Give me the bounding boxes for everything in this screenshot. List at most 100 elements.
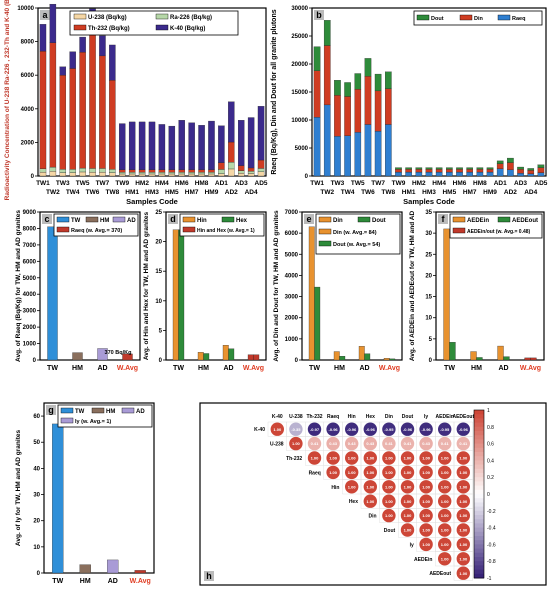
- panel-c-xtick: TW: [47, 365, 58, 372]
- panel-c-bar: [97, 348, 108, 361]
- panel-h-value: 1.00: [459, 513, 468, 518]
- panel-h-dot: [400, 523, 415, 537]
- panel-h-dot: [419, 480, 433, 494]
- panel-a-bar-th232: [69, 68, 76, 170]
- panel-h-dot: [326, 422, 340, 436]
- panel-g-yaxis-tick-label: 60: [33, 414, 40, 420]
- panel-h-value: 0.41: [441, 441, 450, 446]
- panel-b-bar-raeq: [374, 131, 382, 177]
- panel-h-dot: [438, 451, 452, 465]
- panel-b-bar-raeq: [466, 171, 473, 177]
- panel-c-legend-swatch: [56, 216, 70, 223]
- panel-b-bar-dout: [466, 167, 473, 170]
- panel-a-bar-th232: [49, 42, 57, 168]
- panel-h-dot: [419, 422, 433, 436]
- panel-a-xtick: TW7: [96, 180, 110, 187]
- panel-h-colorbar-step: [474, 506, 484, 512]
- panel-h-col-label: Raeq: [327, 414, 339, 420]
- panel-h-row-label: Din: [369, 514, 377, 520]
- panel-h-dot: [419, 494, 433, 508]
- panel-a-bar-k40: [218, 125, 225, 163]
- panel-h-value: 1.00: [441, 556, 450, 561]
- panel-e-yaxis-tick-label: 3000: [285, 295, 299, 301]
- panel-b-bar-raeq: [385, 124, 392, 177]
- panel-h-value: 1.00: [441, 513, 450, 518]
- panel-b-bar-din: [517, 169, 524, 174]
- panel-h-value: 1.00: [385, 484, 394, 489]
- panel-a-bar-k40: [148, 121, 156, 170]
- panel-g-xtick: HM: [80, 578, 91, 585]
- panel-a-bar-th232: [89, 33, 96, 169]
- panel-a-bar-th232: [208, 169, 215, 173]
- panel-d-yaxis-tick-label: 5: [159, 328, 163, 334]
- panel-f-legend-swatch: [452, 216, 466, 223]
- panel-f-yaxis-tick-label: 5: [429, 337, 433, 343]
- panel-a-bar-th232: [109, 80, 116, 170]
- panel-h-value: -0.95: [384, 427, 394, 432]
- panel-h-colorbar-step: [474, 460, 484, 466]
- panel-e-bar: [383, 358, 390, 361]
- panel-a-bar-k40: [138, 121, 146, 170]
- panel-h-dot: [456, 494, 470, 508]
- panel-h-dot: [438, 465, 452, 480]
- panel-h-dot: [400, 508, 415, 523]
- panel-h-dot: [438, 508, 452, 523]
- panel-a-xtick: HM5: [165, 189, 179, 196]
- panel-b-xtick: AD1: [494, 180, 507, 187]
- panel-b-bar-din: [334, 95, 341, 137]
- panel-h-colorbar-step: [474, 557, 484, 562]
- panel-a-xtick: AD3: [235, 180, 248, 187]
- panel-b-xtick: AD3: [514, 180, 527, 187]
- panel-h-value: 1.00: [422, 456, 431, 461]
- panel-a-bar-ra226: [257, 168, 265, 172]
- panel-b-bar-din: [415, 169, 423, 173]
- panel-b-bar-din: [344, 96, 351, 136]
- panel-e-xtick: HM: [334, 365, 345, 372]
- panel-h-value: 1.00: [459, 556, 468, 561]
- panel-h-colorbar-step: [474, 498, 484, 503]
- panel-h-value: 1.00: [404, 528, 413, 533]
- panel-g-yaxis-tick-label: 0: [37, 571, 41, 577]
- panel-a-bar-th232: [218, 162, 225, 170]
- panel-a-bar-k40: [178, 120, 185, 170]
- panel-h-colorbar-step: [474, 489, 484, 495]
- panel-g-yaxis-tick-label: 40: [33, 466, 40, 472]
- panel-g-legend-label: HM: [106, 409, 115, 415]
- panel-h-value: 1.00: [422, 470, 431, 475]
- panel-c-legend-swatch: [56, 226, 70, 233]
- panel-h-dot: [382, 494, 396, 508]
- panel-a-bar-u238: [59, 172, 67, 177]
- panel-b-yaxis-tick-label: 20000: [291, 62, 308, 68]
- panel-h-colorbar-tick: 0.2: [487, 475, 494, 481]
- panel-h-colorbar-tick: 0.6: [487, 442, 494, 448]
- panel-e-legend-label: Din: [333, 218, 343, 224]
- panel-a-bar-k40: [59, 66, 67, 76]
- panel-h-colorbar-step: [474, 561, 484, 566]
- panel-e-xtick: TW: [309, 365, 320, 372]
- panel-h-colorbar-step: [474, 531, 484, 537]
- panel-f-legend-label: AEDEin/out (w. Avg.= 0.48): [467, 229, 531, 235]
- panel-d-xtick: HM: [198, 365, 209, 372]
- panel-b-xtick: HM2: [412, 180, 426, 187]
- panel-h-value: 1.00: [404, 470, 413, 475]
- panel-c-bar: [72, 352, 83, 361]
- panel-h-value: -0.97: [310, 427, 320, 432]
- panel-h-value: 1.00: [459, 470, 468, 475]
- panel-c-legend-swatch: [112, 216, 126, 223]
- panel-a-legend-label: Th-232 (Bq/kg): [88, 26, 130, 32]
- panel-b-yaxis-tick-label: 25000: [291, 34, 308, 40]
- panel-tag-bg: [204, 571, 214, 581]
- panel-h-col-label: AEDEin: [436, 414, 454, 420]
- panel-a-bar-u238: [198, 173, 205, 177]
- panel-e-legend-label: Din (w. Avg.= 84): [333, 230, 377, 236]
- panel-b-bar-raeq: [496, 168, 504, 177]
- panel-a-bar-k40: [109, 44, 116, 81]
- panel-a-bar-u238: [49, 171, 57, 177]
- panel-h-colorbar-step: [474, 510, 484, 516]
- panel-c-legend-label: Raeq (w. Avg.= 370): [71, 228, 122, 234]
- panel-d-frame: [165, 211, 267, 361]
- panel-h-dot: [400, 451, 415, 465]
- panel-h-dot: [382, 480, 396, 494]
- panel-d-yaxis-tick-label: 10: [155, 299, 162, 305]
